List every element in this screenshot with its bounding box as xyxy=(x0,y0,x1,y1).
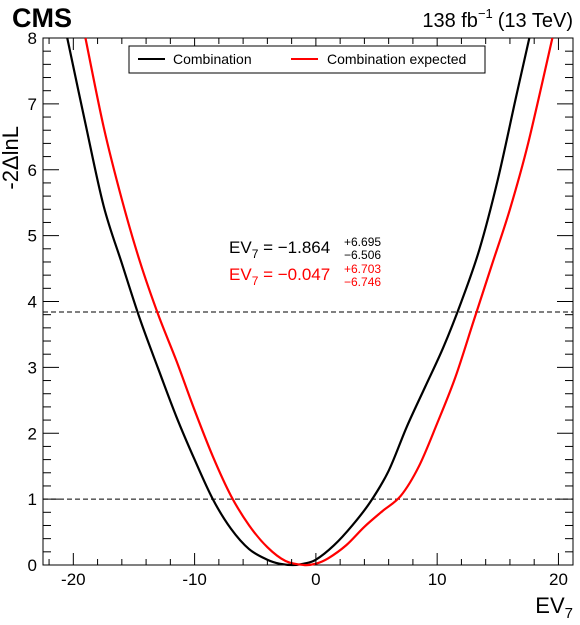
y-tick-label: 8 xyxy=(28,29,37,48)
y-tick-label: 1 xyxy=(28,490,37,509)
legend-label-expected: Combination expected xyxy=(327,51,466,67)
lumi-value: 138 fb xyxy=(422,10,478,32)
annotation-expected: EV7 = −0.047 +6.703 −6.746 xyxy=(229,262,381,289)
y-tick-label: 0 xyxy=(28,556,37,575)
x-tick-label: 10 xyxy=(428,570,447,589)
experiment-label: CMS xyxy=(12,3,72,33)
x-tick-label: 0 xyxy=(311,570,320,589)
legend-box xyxy=(128,45,486,74)
reference-lines xyxy=(43,311,573,500)
y-tick-label: 7 xyxy=(28,95,37,114)
y-tick-label: 5 xyxy=(28,227,37,246)
y-tick-label: 6 xyxy=(28,161,37,180)
y-tick-label: 3 xyxy=(28,358,37,377)
observed-lower-error: −6.506 xyxy=(344,248,381,262)
y-tick-label: 4 xyxy=(28,293,37,312)
x-tick-label: 20 xyxy=(549,570,568,589)
x-tick-label: -20 xyxy=(61,570,86,589)
plot-frame xyxy=(42,37,574,566)
y-axis-title: -2ΔlnL xyxy=(0,126,23,190)
energy-label: (13 TeV) xyxy=(498,10,573,32)
expected-lower-error: −6.746 xyxy=(344,275,381,289)
x-tick-label: -10 xyxy=(182,570,207,589)
legend-label-combination: Combination xyxy=(173,51,252,67)
svg-text:EV7 = −1.864: EV7 = −1.864 xyxy=(229,238,330,261)
observed-upper-error: +6.695 xyxy=(344,235,381,249)
legend: Combination Combination expected xyxy=(128,45,486,74)
lumi-exponent: −1 xyxy=(478,6,493,21)
svg-text:EV7 = −0.047: EV7 = −0.047 xyxy=(229,265,330,288)
y-axis-ticks: 0 1 2 3 4 5 6 7 8 xyxy=(28,29,573,575)
annotation-observed: EV7 = −1.864 +6.695 −6.506 xyxy=(229,235,381,262)
expected-upper-error: +6.703 xyxy=(344,262,381,276)
y-tick-label: 2 xyxy=(28,424,37,443)
luminosity-label: 138 fb−1 (13 TeV) xyxy=(422,6,573,32)
x-axis-title: EV7 xyxy=(535,593,573,622)
